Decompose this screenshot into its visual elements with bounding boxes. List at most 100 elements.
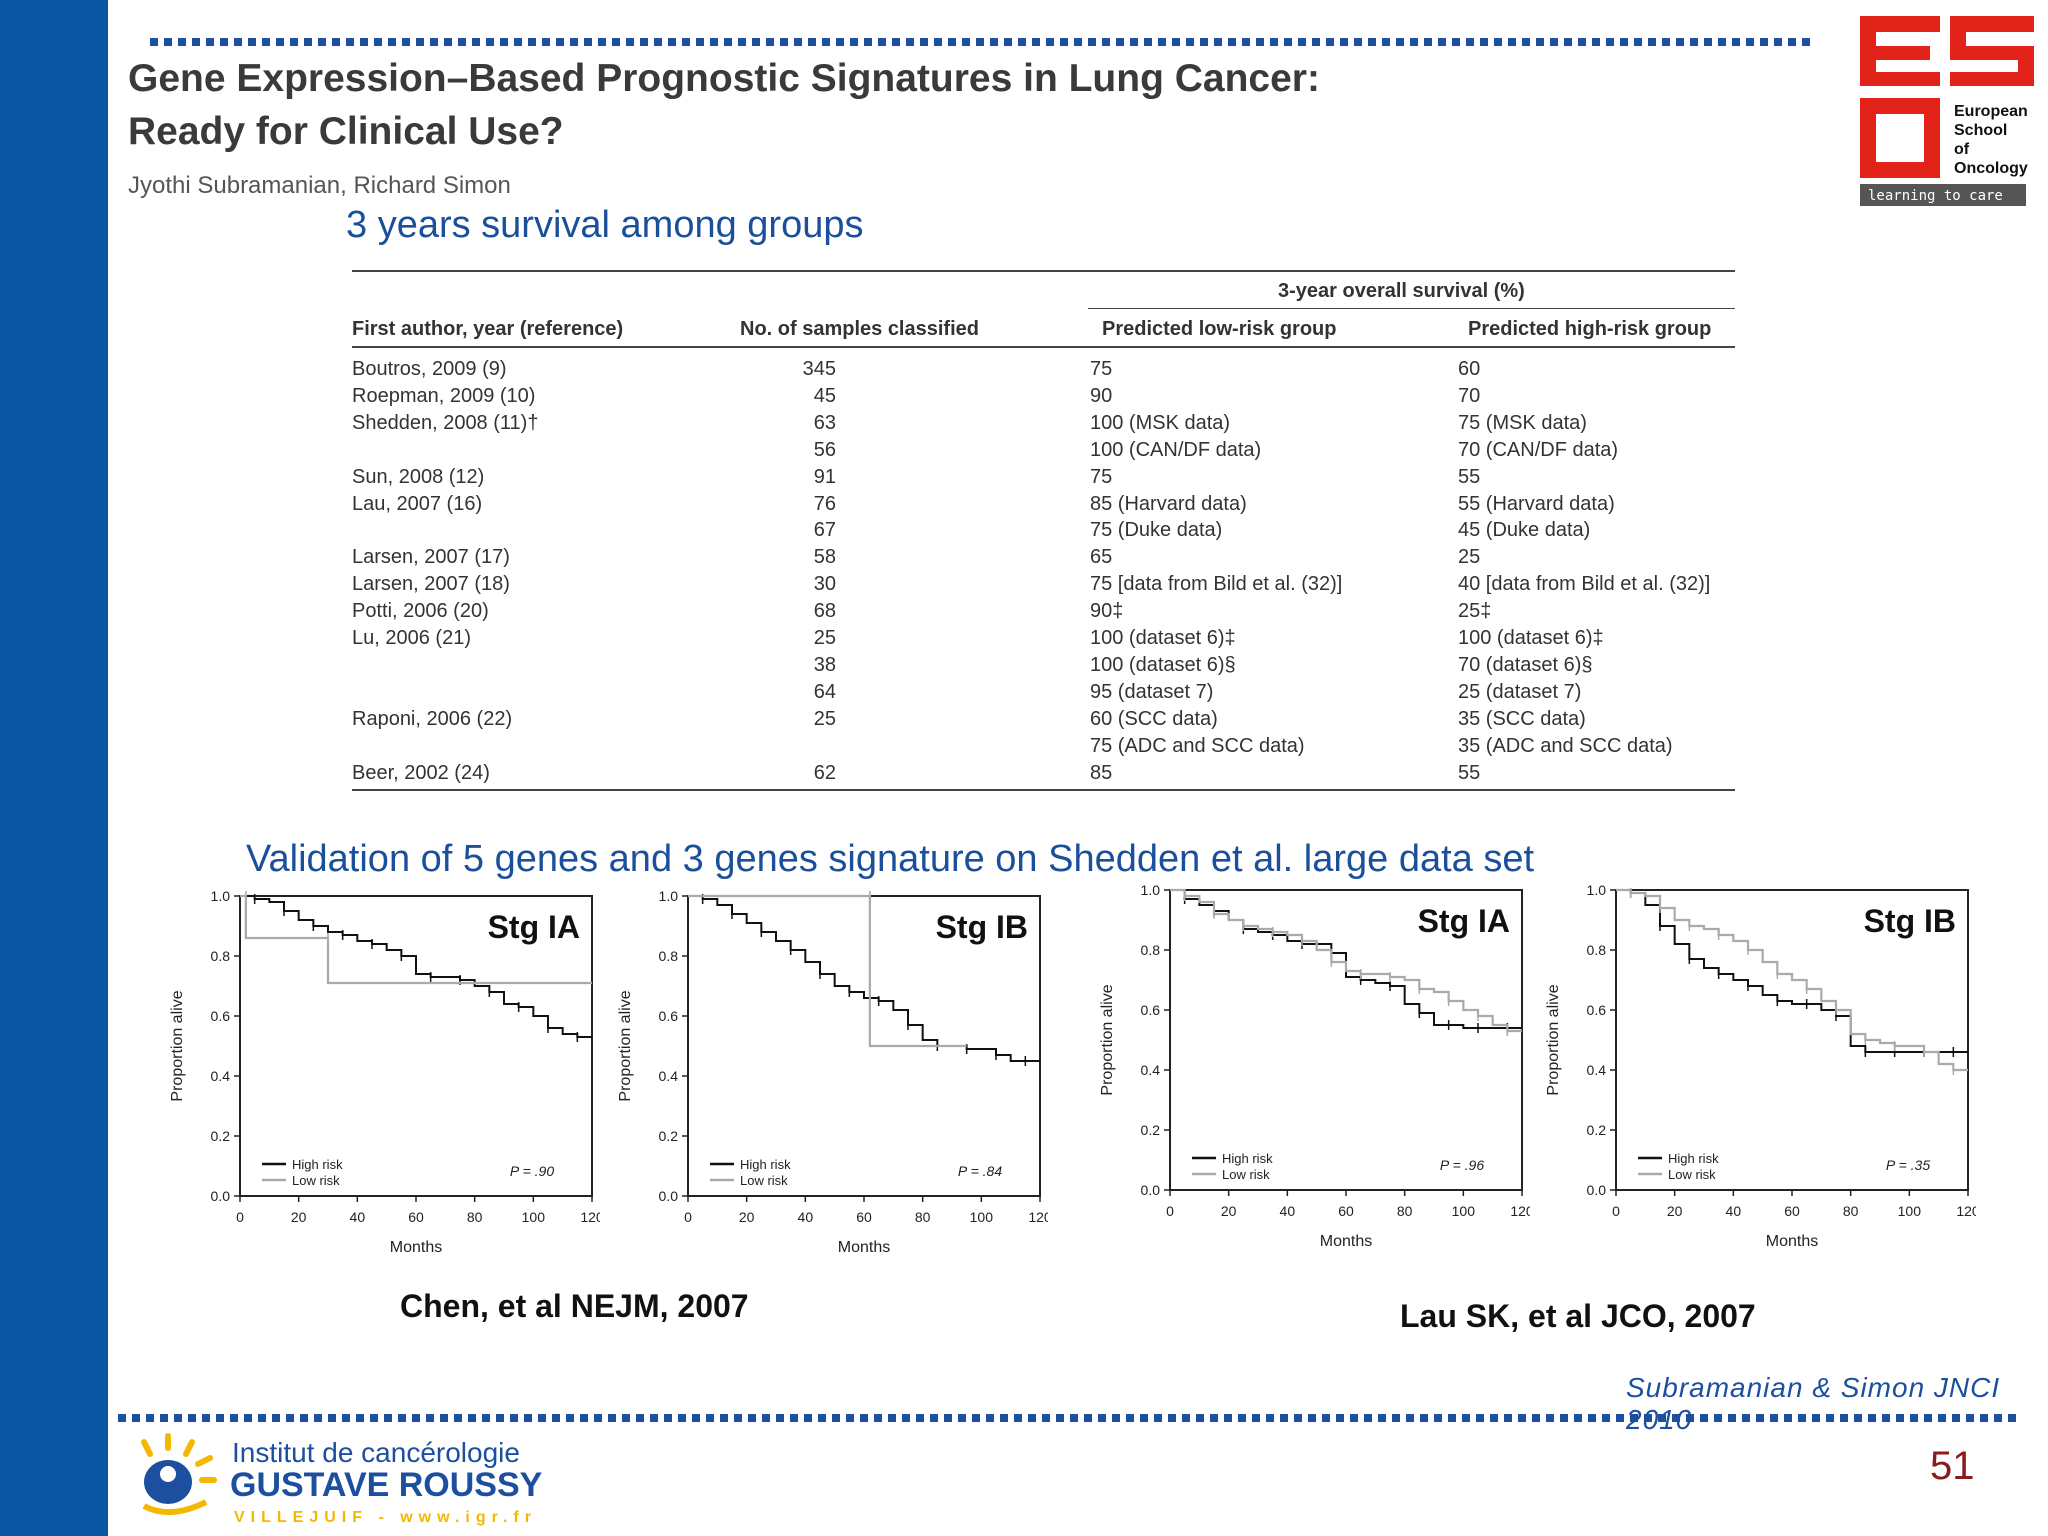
cell-high-risk: 55 xyxy=(1458,465,1481,488)
validation-heading: Validation of 5 genes and 3 genes signat… xyxy=(246,838,1535,880)
x-tick-label: 120 xyxy=(1028,1209,1048,1225)
y-tick-label: 0.0 xyxy=(659,1188,679,1204)
top-dotted-divider xyxy=(150,38,1810,46)
cell-high-risk: 40 [data from Bild et al. (32)] xyxy=(1458,573,1711,596)
legend-label: Low risk xyxy=(740,1173,788,1188)
cell-samples: 68 xyxy=(813,600,836,623)
x-tick-label: 60 xyxy=(856,1209,872,1225)
cell-samples: 38 xyxy=(813,653,836,676)
cell-high-risk: 70 (CAN/DF data) xyxy=(1458,438,1619,461)
x-tick-label: 100 xyxy=(1452,1203,1476,1219)
x-tick-label: 40 xyxy=(1726,1203,1742,1219)
cell-author: Beer, 2002 (24) xyxy=(352,761,490,784)
y-axis-label: Proportion alive xyxy=(617,990,634,1101)
p-value-annotation: P = .84 xyxy=(958,1163,1002,1179)
cell-low-risk: 85 xyxy=(1090,761,1113,784)
cell-low-risk: 85 (Harvard data) xyxy=(1090,492,1247,515)
x-tick-label: 60 xyxy=(1784,1203,1800,1219)
x-axis-label: Months xyxy=(1766,1233,1818,1250)
x-tick-label: 100 xyxy=(522,1209,546,1225)
esso-line1: European xyxy=(1954,103,2028,120)
cell-author: Roepman, 2009 (10) xyxy=(352,384,536,407)
x-tick-label: 20 xyxy=(291,1209,307,1225)
x-tick-label: 80 xyxy=(1843,1203,1859,1219)
cell-low-risk: 100 (MSK data) xyxy=(1090,411,1231,434)
cell-author: Lu, 2006 (21) xyxy=(352,627,471,649)
cell-samples: 62 xyxy=(813,761,836,784)
y-tick-label: 0.4 xyxy=(211,1068,231,1084)
paper-title: Gene Expression–Based Prognostic Signatu… xyxy=(128,52,1528,158)
cell-low-risk: 65 xyxy=(1090,546,1113,569)
table-header-rule xyxy=(352,346,1735,348)
cell-low-risk: 75 [data from Bild et al. (32)] xyxy=(1090,573,1343,596)
cell-low-risk: 75 xyxy=(1090,465,1113,488)
y-tick-label: 0.2 xyxy=(211,1128,231,1144)
cell-low-risk: 75 (ADC and SCC data) xyxy=(1090,734,1305,757)
cell-low-risk: 100 (dataset 6)§ xyxy=(1090,653,1236,676)
y-axis-label: Proportion alive xyxy=(1545,984,1562,1095)
cell-high-risk: 55 (Harvard data) xyxy=(1458,492,1615,515)
citation-lau: Lau SK, et al JCO, 2007 xyxy=(1400,1298,1756,1334)
km-chart-lau-stg-ib: 0.0 0.2 0.4 0.6 0.8 1.0 0 20 40 60 80 100 120 Months P… xyxy=(1536,878,1980,1283)
y-tick-label: 1.0 xyxy=(211,888,231,904)
cell-high-risk: 55 xyxy=(1458,761,1481,784)
y-tick-label: 0.0 xyxy=(211,1188,231,1204)
x-tick-label: 0 xyxy=(1166,1203,1174,1219)
x-tick-label: 40 xyxy=(350,1209,366,1225)
y-tick-label: 0.0 xyxy=(1587,1182,1607,1198)
series-line-low-risk xyxy=(688,894,967,1048)
legend-label: High risk xyxy=(740,1157,791,1172)
cell-low-risk: 75 (Duke data) xyxy=(1090,519,1223,542)
x-tick-label: 0 xyxy=(236,1209,244,1225)
cell-low-risk: 95 (dataset 7) xyxy=(1090,680,1214,703)
legend-label: Low risk xyxy=(1668,1167,1716,1182)
cell-low-risk: 60 (SCC data) xyxy=(1090,707,1218,730)
x-axis-label: Months xyxy=(390,1239,442,1256)
x-tick-label: 60 xyxy=(1338,1203,1354,1219)
legend-label: High risk xyxy=(1222,1151,1273,1166)
km-chart-chen-stg-ia: 0.0 0.2 0.4 0.6 0.8 1.0 0 20 40 60 80 100 120 Months P… xyxy=(160,884,604,1289)
cell-author: Shedden, 2008 (11)† xyxy=(352,411,539,434)
y-tick-label: 0.8 xyxy=(1587,942,1607,958)
km-chart-svg: 0.0 0.2 0.4 0.6 0.8 1.0 0 20 40 60 80 100 120 Months P… xyxy=(1545,882,1980,1250)
group-header-rule xyxy=(1088,308,1735,309)
esso-tagline: learning to care xyxy=(1868,188,2003,204)
slide-number: 51 xyxy=(1930,1444,1975,1488)
igr-line3: VILLEJUIF - www.igr.fr xyxy=(234,1509,537,1526)
p-value-annotation: P = .96 xyxy=(1440,1157,1484,1173)
citation-chen: Chen, et al NEJM, 2007 xyxy=(400,1288,749,1324)
legend-label: Low risk xyxy=(292,1173,340,1188)
cell-author: Larsen, 2007 (18) xyxy=(352,573,510,596)
cell-samples: 63 xyxy=(813,411,836,434)
y-axis-label: Proportion alive xyxy=(1099,984,1116,1095)
cell-low-risk: 90 xyxy=(1090,384,1113,407)
cell-low-risk: 90‡ xyxy=(1090,600,1124,623)
x-tick-label: 120 xyxy=(1956,1203,1976,1219)
table-bottom-rule xyxy=(352,789,1735,791)
cell-samples: 25 xyxy=(813,627,836,649)
x-tick-label: 120 xyxy=(1510,1203,1530,1219)
cell-high-risk: 75 (MSK data) xyxy=(1458,411,1587,434)
chart-title: Stg IA xyxy=(1418,903,1510,939)
igr-line1: Institut de cancérologie xyxy=(232,1437,520,1468)
cell-author: Sun, 2008 (12) xyxy=(352,465,485,488)
x-tick-label: 20 xyxy=(1221,1203,1237,1219)
x-tick-label: 80 xyxy=(1397,1203,1413,1219)
cell-high-risk: 35 (SCC data) xyxy=(1458,707,1586,730)
cell-samples: 58 xyxy=(813,546,836,569)
cell-samples: 67 xyxy=(813,519,836,542)
col-header-author: First author, year (reference) xyxy=(352,318,624,340)
cell-low-risk: 75 xyxy=(1090,358,1113,380)
cell-samples: 91 xyxy=(813,465,836,488)
esso-line3: of xyxy=(1954,141,1970,158)
series-line-high-risk xyxy=(1616,889,1968,1053)
x-tick-label: 120 xyxy=(580,1209,600,1225)
km-chart-chen-stg-ib: 0.0 0.2 0.4 0.6 0.8 1.0 0 20 40 60 80 100 120 Months P… xyxy=(608,884,1052,1289)
table-top-rule xyxy=(352,270,1735,272)
y-tick-label: 0.8 xyxy=(659,948,679,964)
y-tick-label: 0.2 xyxy=(1141,1122,1161,1138)
igr-sun-icon xyxy=(141,1433,217,1516)
chart-title: Stg IA xyxy=(488,909,580,945)
y-tick-label: 1.0 xyxy=(659,888,679,904)
y-tick-label: 0.2 xyxy=(1587,1122,1607,1138)
